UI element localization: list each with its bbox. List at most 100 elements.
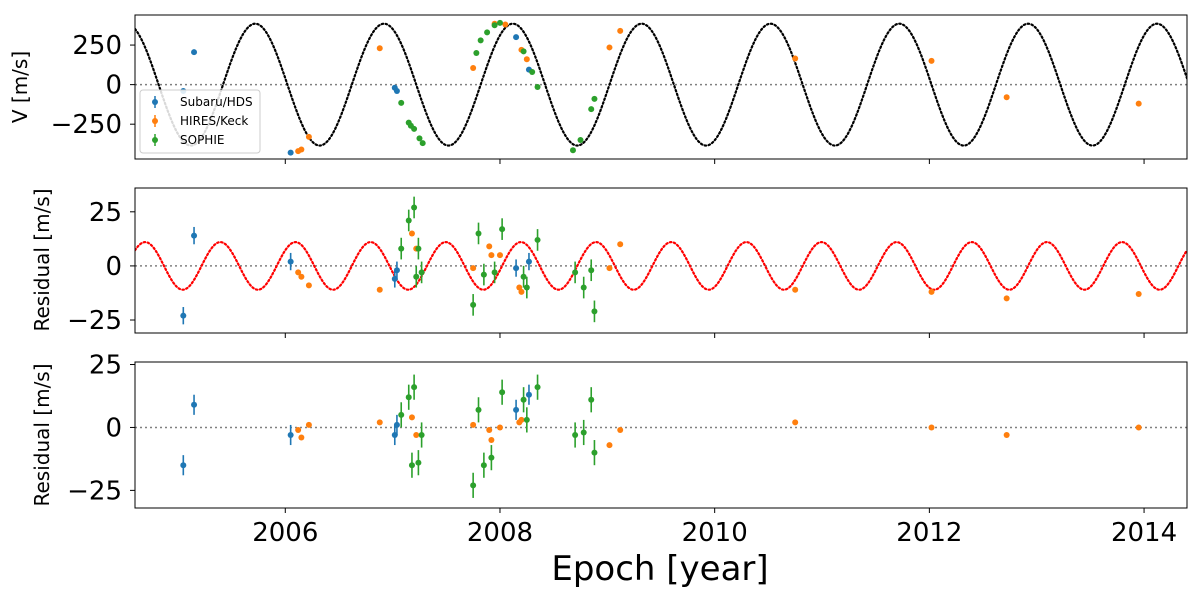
hires-point <box>617 241 624 248</box>
sophie-point <box>534 384 541 391</box>
sophie-point <box>484 29 491 36</box>
sophie-point <box>588 267 595 274</box>
hires-point <box>295 426 302 433</box>
sophie-point <box>398 411 405 418</box>
series-subaru <box>180 384 532 476</box>
sophie-point <box>491 22 498 29</box>
hires-point <box>470 421 477 428</box>
subaru-point <box>393 267 400 274</box>
sophie-point <box>491 269 498 276</box>
sophie-point <box>411 204 418 211</box>
sophie-point <box>398 99 405 106</box>
sophie-point <box>529 68 536 75</box>
hires-point <box>470 265 477 272</box>
hires-point <box>298 273 305 280</box>
sophie-point <box>480 462 487 469</box>
hires-point <box>792 55 799 62</box>
hires-point <box>488 437 495 444</box>
legend: Subaru/HDS HIRES/Keck SOPHIE <box>139 89 261 154</box>
hires-point <box>486 426 493 433</box>
sophie-point <box>523 284 530 291</box>
hires-point <box>413 432 420 438</box>
subaru-point <box>393 421 400 428</box>
plot-area <box>135 374 1187 498</box>
legend-entry-hires: HIRES/Keck <box>152 114 248 128</box>
series-subaru <box>180 226 532 325</box>
sophie-point <box>416 135 423 142</box>
residual-axes-frame <box>134 187 1188 334</box>
sophie-point <box>415 459 422 466</box>
series-sophie <box>398 19 598 154</box>
ytick-label: 250 <box>72 31 122 61</box>
sophie-point <box>520 396 527 403</box>
rv-axes-frame <box>134 14 1188 160</box>
sophie-point <box>572 269 579 276</box>
sophie-point <box>591 95 598 102</box>
subaru-point <box>180 462 187 469</box>
sophie-point <box>588 396 595 403</box>
hires-point <box>376 45 383 52</box>
sophie-point <box>591 449 598 456</box>
xticks: 2006 2008 2010 2012 2014 <box>252 518 1177 548</box>
series-hires <box>295 414 1142 449</box>
hires-point <box>305 282 312 289</box>
sophie-point <box>572 432 579 438</box>
sophie-point <box>523 416 530 423</box>
sophie-point <box>480 271 487 278</box>
hires-point <box>470 65 477 72</box>
residual2-panel: 25 0 −25 2006 2008 2010 2012 2014 Residual [m/… <box>30 351 1188 548</box>
rv-panel: 250 0 −250 V [m/s] Subaru/HDS HIRES/Keck S… <box>8 14 1188 164</box>
ytick-label: 0 <box>105 252 122 282</box>
hires-point <box>502 21 509 28</box>
sophie-point <box>488 454 495 461</box>
x-axis-label: Epoch [year] <box>551 549 768 589</box>
residual2-yticks: 25 0 −25 <box>67 351 1145 513</box>
hires-point <box>1135 424 1142 431</box>
subaru-point <box>513 265 520 272</box>
legend-hires-marker <box>152 118 158 124</box>
subaru-point <box>180 312 187 319</box>
hires-point <box>376 286 383 293</box>
legend-label-subaru: Subaru/HDS <box>180 95 253 109</box>
sophie-point <box>580 284 587 291</box>
legend-label-sophie: SOPHIE <box>180 133 224 147</box>
hires-point <box>518 416 525 423</box>
sophie-point <box>591 308 598 315</box>
ytick-label: −25 <box>67 476 122 506</box>
ytick-label: 0 <box>105 71 122 101</box>
sophie-point <box>470 301 477 308</box>
sophie-point <box>415 245 422 252</box>
hires-point <box>408 414 415 421</box>
hires-point <box>1135 100 1142 107</box>
plot-area <box>135 196 1187 325</box>
sophie-point <box>477 37 484 44</box>
subaru-point <box>513 34 520 41</box>
residual-ylabel: Residual [m/s] <box>30 188 54 331</box>
sophie-point <box>496 19 503 26</box>
hires-point <box>298 146 305 153</box>
sophie-point <box>413 273 420 280</box>
hires-point <box>928 288 935 295</box>
sophie-point <box>534 236 541 243</box>
ytick-label: −250 <box>51 110 122 140</box>
subaru-point <box>191 232 198 239</box>
legend-box <box>139 89 261 154</box>
hires-point <box>496 252 503 259</box>
ytick-label: 0 <box>105 413 122 443</box>
sophie-point <box>473 49 480 56</box>
hires-point <box>305 421 312 428</box>
series-sophie <box>398 374 598 498</box>
subaru-point <box>287 432 294 438</box>
sophie-point <box>520 273 527 280</box>
residual2-ylabel: Residual [m/s] <box>30 363 54 506</box>
sophie-point <box>569 147 576 154</box>
legend-subaru-marker <box>152 99 158 105</box>
sophie-point <box>577 137 584 144</box>
legend-sophie-marker <box>152 137 158 143</box>
sophie-point <box>405 394 412 401</box>
sophie-point <box>475 230 482 237</box>
residual-plot-layer <box>135 196 1187 325</box>
ytick-label: 25 <box>89 198 122 228</box>
subaru-point <box>513 406 520 413</box>
